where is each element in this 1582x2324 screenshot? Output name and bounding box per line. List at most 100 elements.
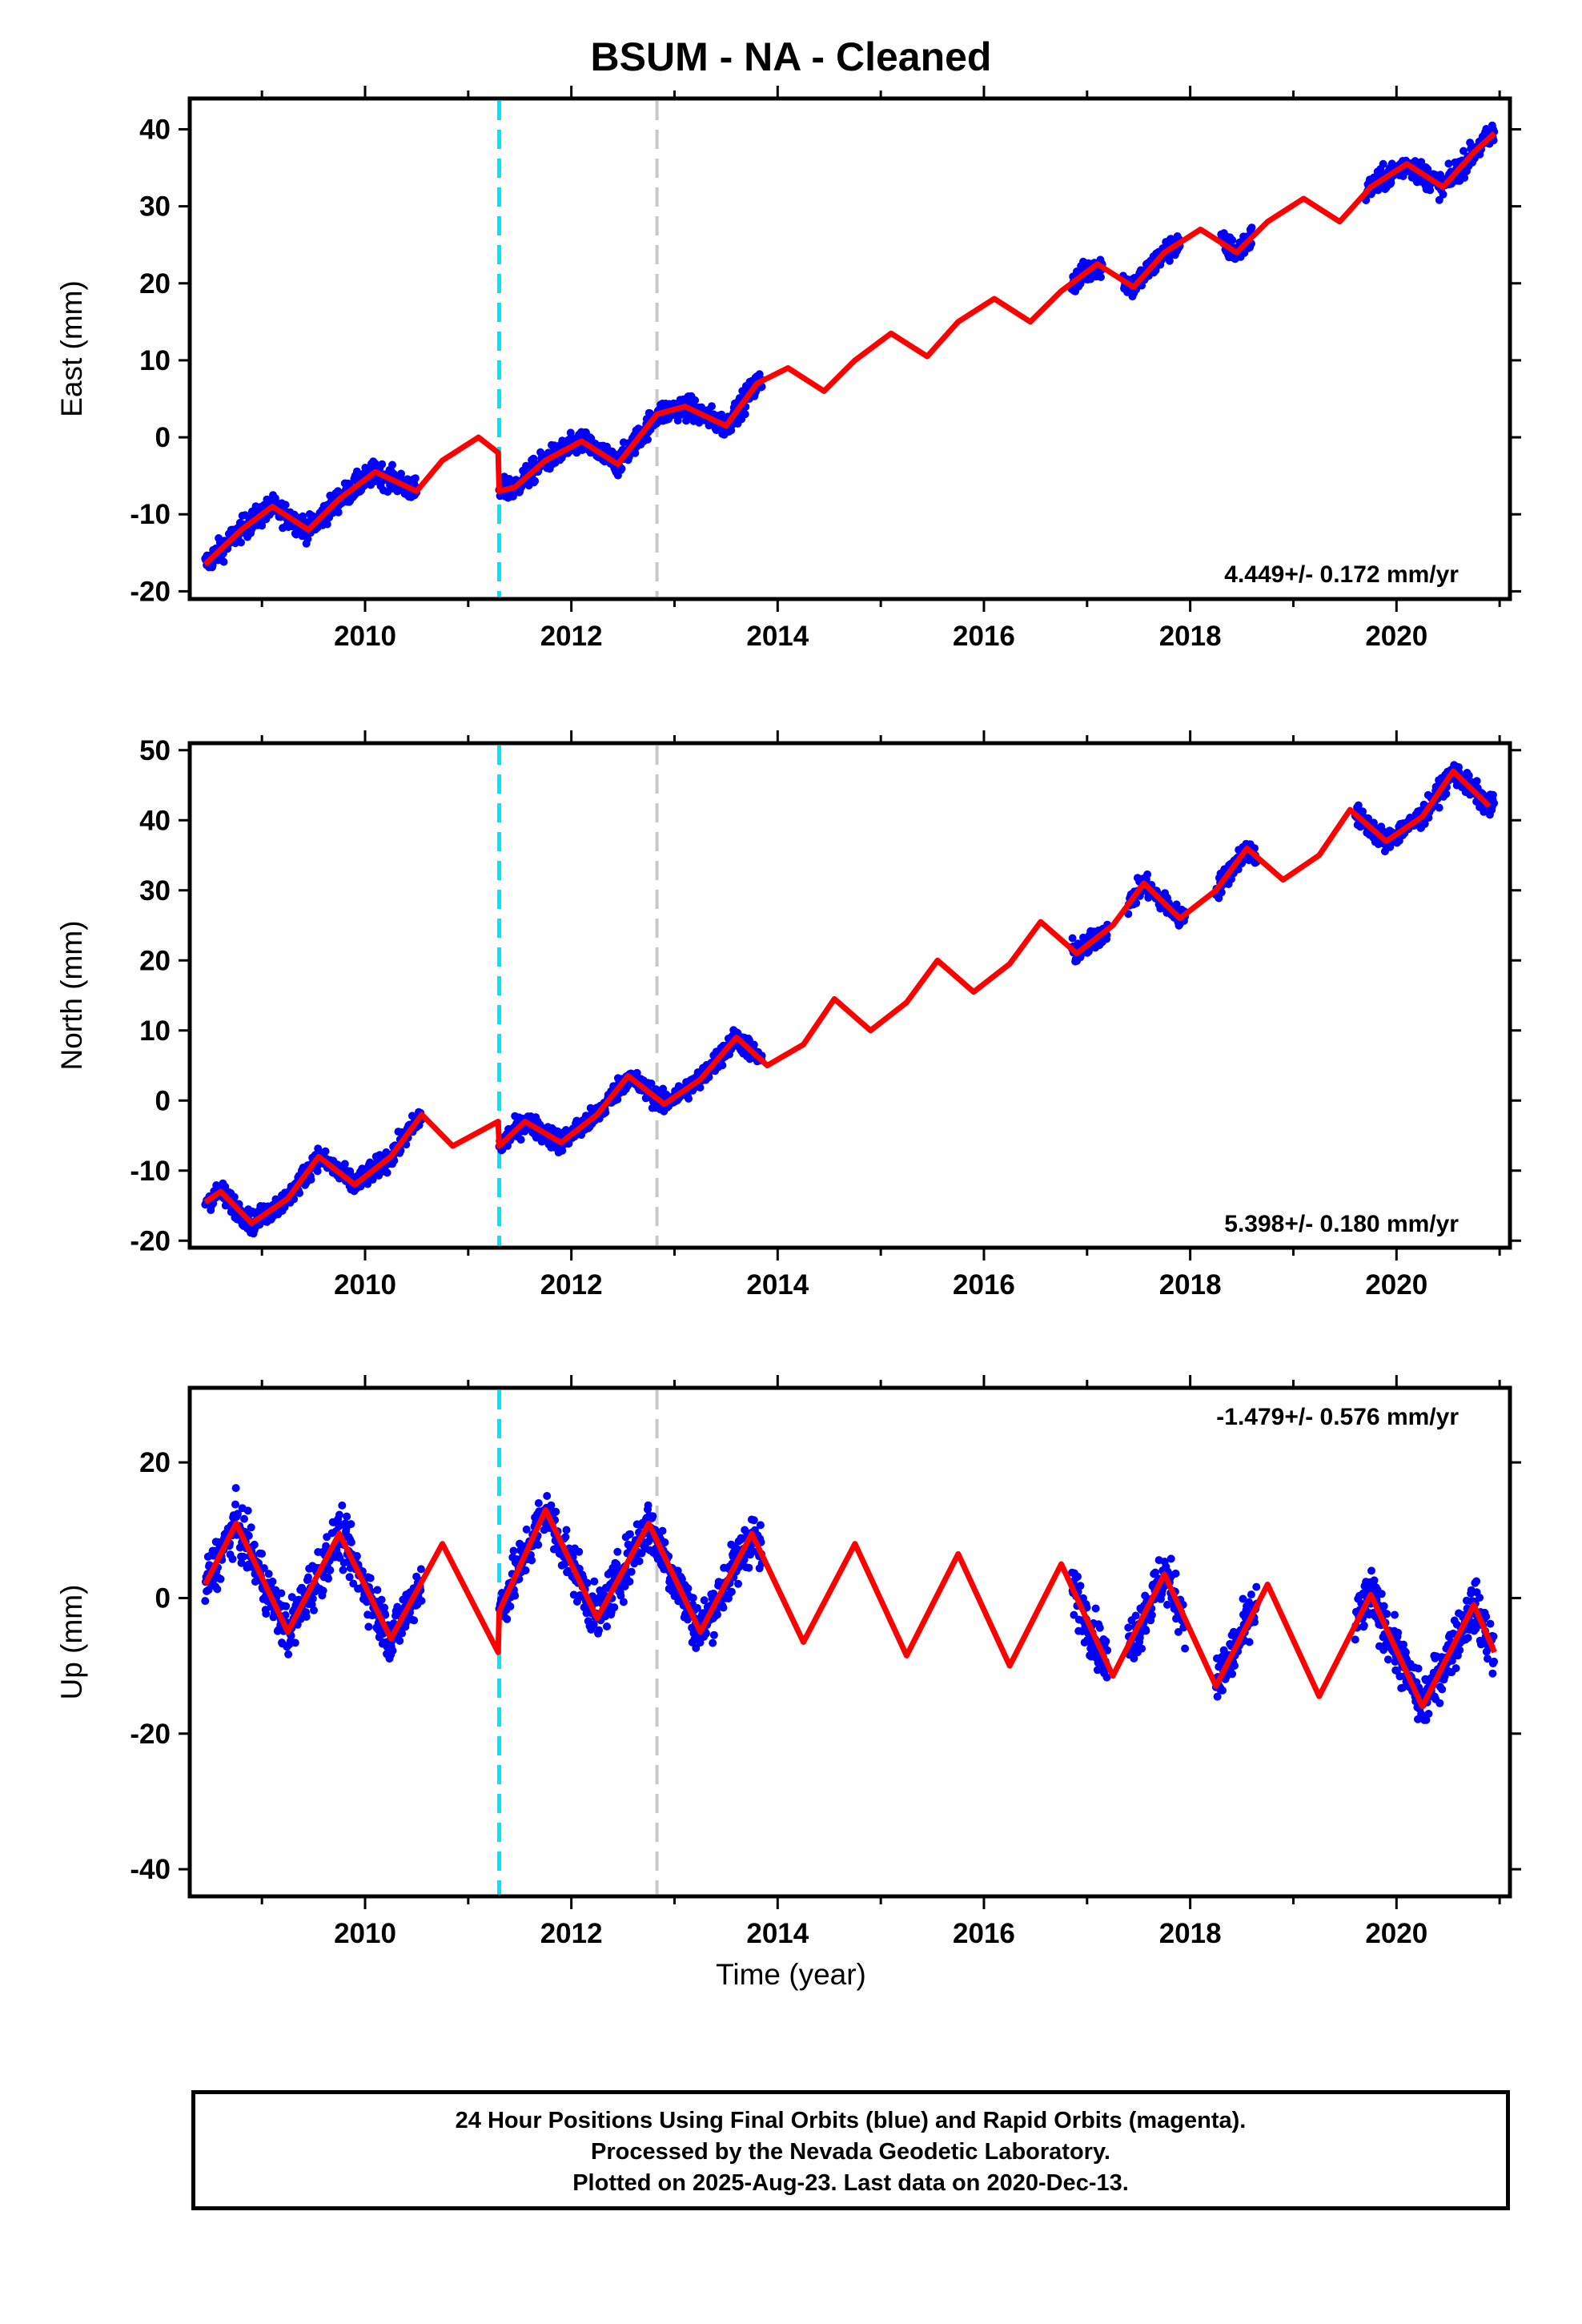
up-data-point — [534, 1541, 543, 1549]
up-data-point — [231, 1500, 239, 1509]
up-data-point — [503, 1614, 512, 1623]
east-y-tick-label: 30 — [139, 191, 171, 223]
up-data-point — [575, 1547, 584, 1556]
up-data-point — [619, 1598, 628, 1606]
east-x-tick-label: 2014 — [746, 621, 809, 652]
up-data-point — [1414, 1664, 1423, 1673]
east-data-point — [397, 469, 405, 478]
up-data-point — [1245, 1638, 1254, 1647]
east-data-point — [388, 460, 396, 469]
up-data-point — [310, 1606, 318, 1614]
up-data-point — [277, 1589, 286, 1598]
up-data-point — [339, 1566, 347, 1574]
up-data-point — [1142, 1626, 1150, 1635]
up-data-point — [1482, 1612, 1491, 1621]
up-data-point — [201, 1597, 210, 1606]
up-data-point — [1367, 1566, 1375, 1575]
up-data-point — [689, 1594, 697, 1602]
up-data-point — [268, 1577, 277, 1586]
up-data-point — [1166, 1554, 1175, 1563]
up-data-point — [749, 1516, 758, 1525]
up-data-point — [506, 1602, 515, 1610]
up-data-point — [264, 1570, 273, 1578]
up-data-point — [304, 1573, 312, 1582]
east-y-tick-label: 20 — [139, 268, 171, 300]
east-data-point — [411, 474, 420, 483]
up-data-point — [1383, 1610, 1391, 1618]
up-data-point — [547, 1501, 556, 1510]
chart-title: BSUM - NA - Cleaned — [590, 34, 992, 79]
east-data-point — [644, 435, 652, 444]
east-y-tick-label: 0 — [155, 422, 171, 453]
up-data-point — [595, 1626, 604, 1634]
up-data-point — [213, 1585, 222, 1594]
up-data-points — [201, 1484, 1499, 1724]
up-y-tick-label: -20 — [130, 1719, 171, 1750]
up-data-point — [1252, 1582, 1261, 1591]
up-data-point — [243, 1506, 252, 1515]
up-data-point — [745, 1563, 753, 1572]
footer-line-1: 24 Hour Positions Using Final Orbits (bl… — [455, 2108, 1247, 2133]
up-data-point — [658, 1526, 667, 1535]
up-data-point — [603, 1622, 611, 1630]
up-data-point — [1228, 1670, 1237, 1679]
east-y-tick-label: 40 — [139, 114, 171, 145]
up-data-point — [1401, 1648, 1410, 1657]
up-data-point — [1147, 1610, 1156, 1619]
up-data-point — [366, 1574, 375, 1582]
up-data-point — [1486, 1619, 1495, 1628]
east-x-tick-label: 2010 — [334, 621, 396, 652]
up-data-point — [1399, 1640, 1407, 1649]
up-data-point — [625, 1577, 634, 1586]
up-data-point — [388, 1647, 397, 1655]
up-data-point — [627, 1567, 636, 1576]
up-y-tick-label: 0 — [155, 1582, 171, 1614]
east-x-tick-label: 2012 — [540, 621, 603, 652]
up-data-point — [1091, 1604, 1100, 1613]
up-data-point — [1181, 1644, 1190, 1653]
east-data-point — [531, 476, 540, 485]
east-data-point — [378, 460, 387, 468]
east-y-tick-label: -10 — [130, 499, 171, 530]
up-y-tick-label: 20 — [139, 1447, 171, 1478]
east-data-point — [281, 501, 290, 509]
footer-line-2: Processed by the Nevada Geodetic Laborat… — [591, 2139, 1110, 2165]
up-data-point — [364, 1622, 373, 1631]
up-data-point — [562, 1526, 571, 1534]
up-data-point — [373, 1586, 382, 1594]
up-data-point — [258, 1550, 267, 1558]
up-data-point — [709, 1630, 718, 1639]
up-data-point — [1476, 1594, 1484, 1602]
up-data-point — [291, 1638, 299, 1647]
east-y-axis-label: East (mm) — [55, 280, 88, 417]
east-data-point — [299, 512, 307, 521]
up-data-point — [1394, 1628, 1403, 1637]
up-data-point — [216, 1574, 225, 1583]
up-data-point — [1488, 1669, 1497, 1678]
footer-line-3: Plotted on 2025-Aug-23. Last data on 202… — [572, 2170, 1129, 2196]
up-data-point — [282, 1602, 291, 1610]
east-data-point — [237, 538, 245, 547]
up-data-point — [410, 1616, 419, 1625]
up-data-point — [377, 1595, 386, 1604]
up-data-point — [335, 1510, 343, 1519]
east-data-point — [352, 467, 361, 476]
up-data-point — [709, 1638, 717, 1647]
up-rate-label: -1.479+/- 0.576 mm/yr — [1216, 1404, 1459, 1430]
up-data-point — [1095, 1623, 1104, 1632]
up-data-point — [231, 1484, 240, 1493]
up-data-point — [1213, 1692, 1222, 1701]
up-data-point — [347, 1538, 355, 1546]
east-x-tick-label: 2018 — [1159, 621, 1222, 652]
east-frame — [187, 96, 1512, 601]
up-data-point — [1424, 1710, 1433, 1718]
up-data-point — [626, 1530, 634, 1538]
up-data-point — [509, 1546, 518, 1555]
up-data-point — [396, 1636, 404, 1645]
up-data-point — [1138, 1644, 1146, 1653]
up-x-tick-label: 2018 — [1159, 1918, 1222, 1949]
east-data-point — [617, 464, 626, 473]
up-data-point — [228, 1554, 237, 1563]
east-x-tick-label: 2020 — [1365, 621, 1427, 652]
up-data-point — [319, 1586, 327, 1595]
